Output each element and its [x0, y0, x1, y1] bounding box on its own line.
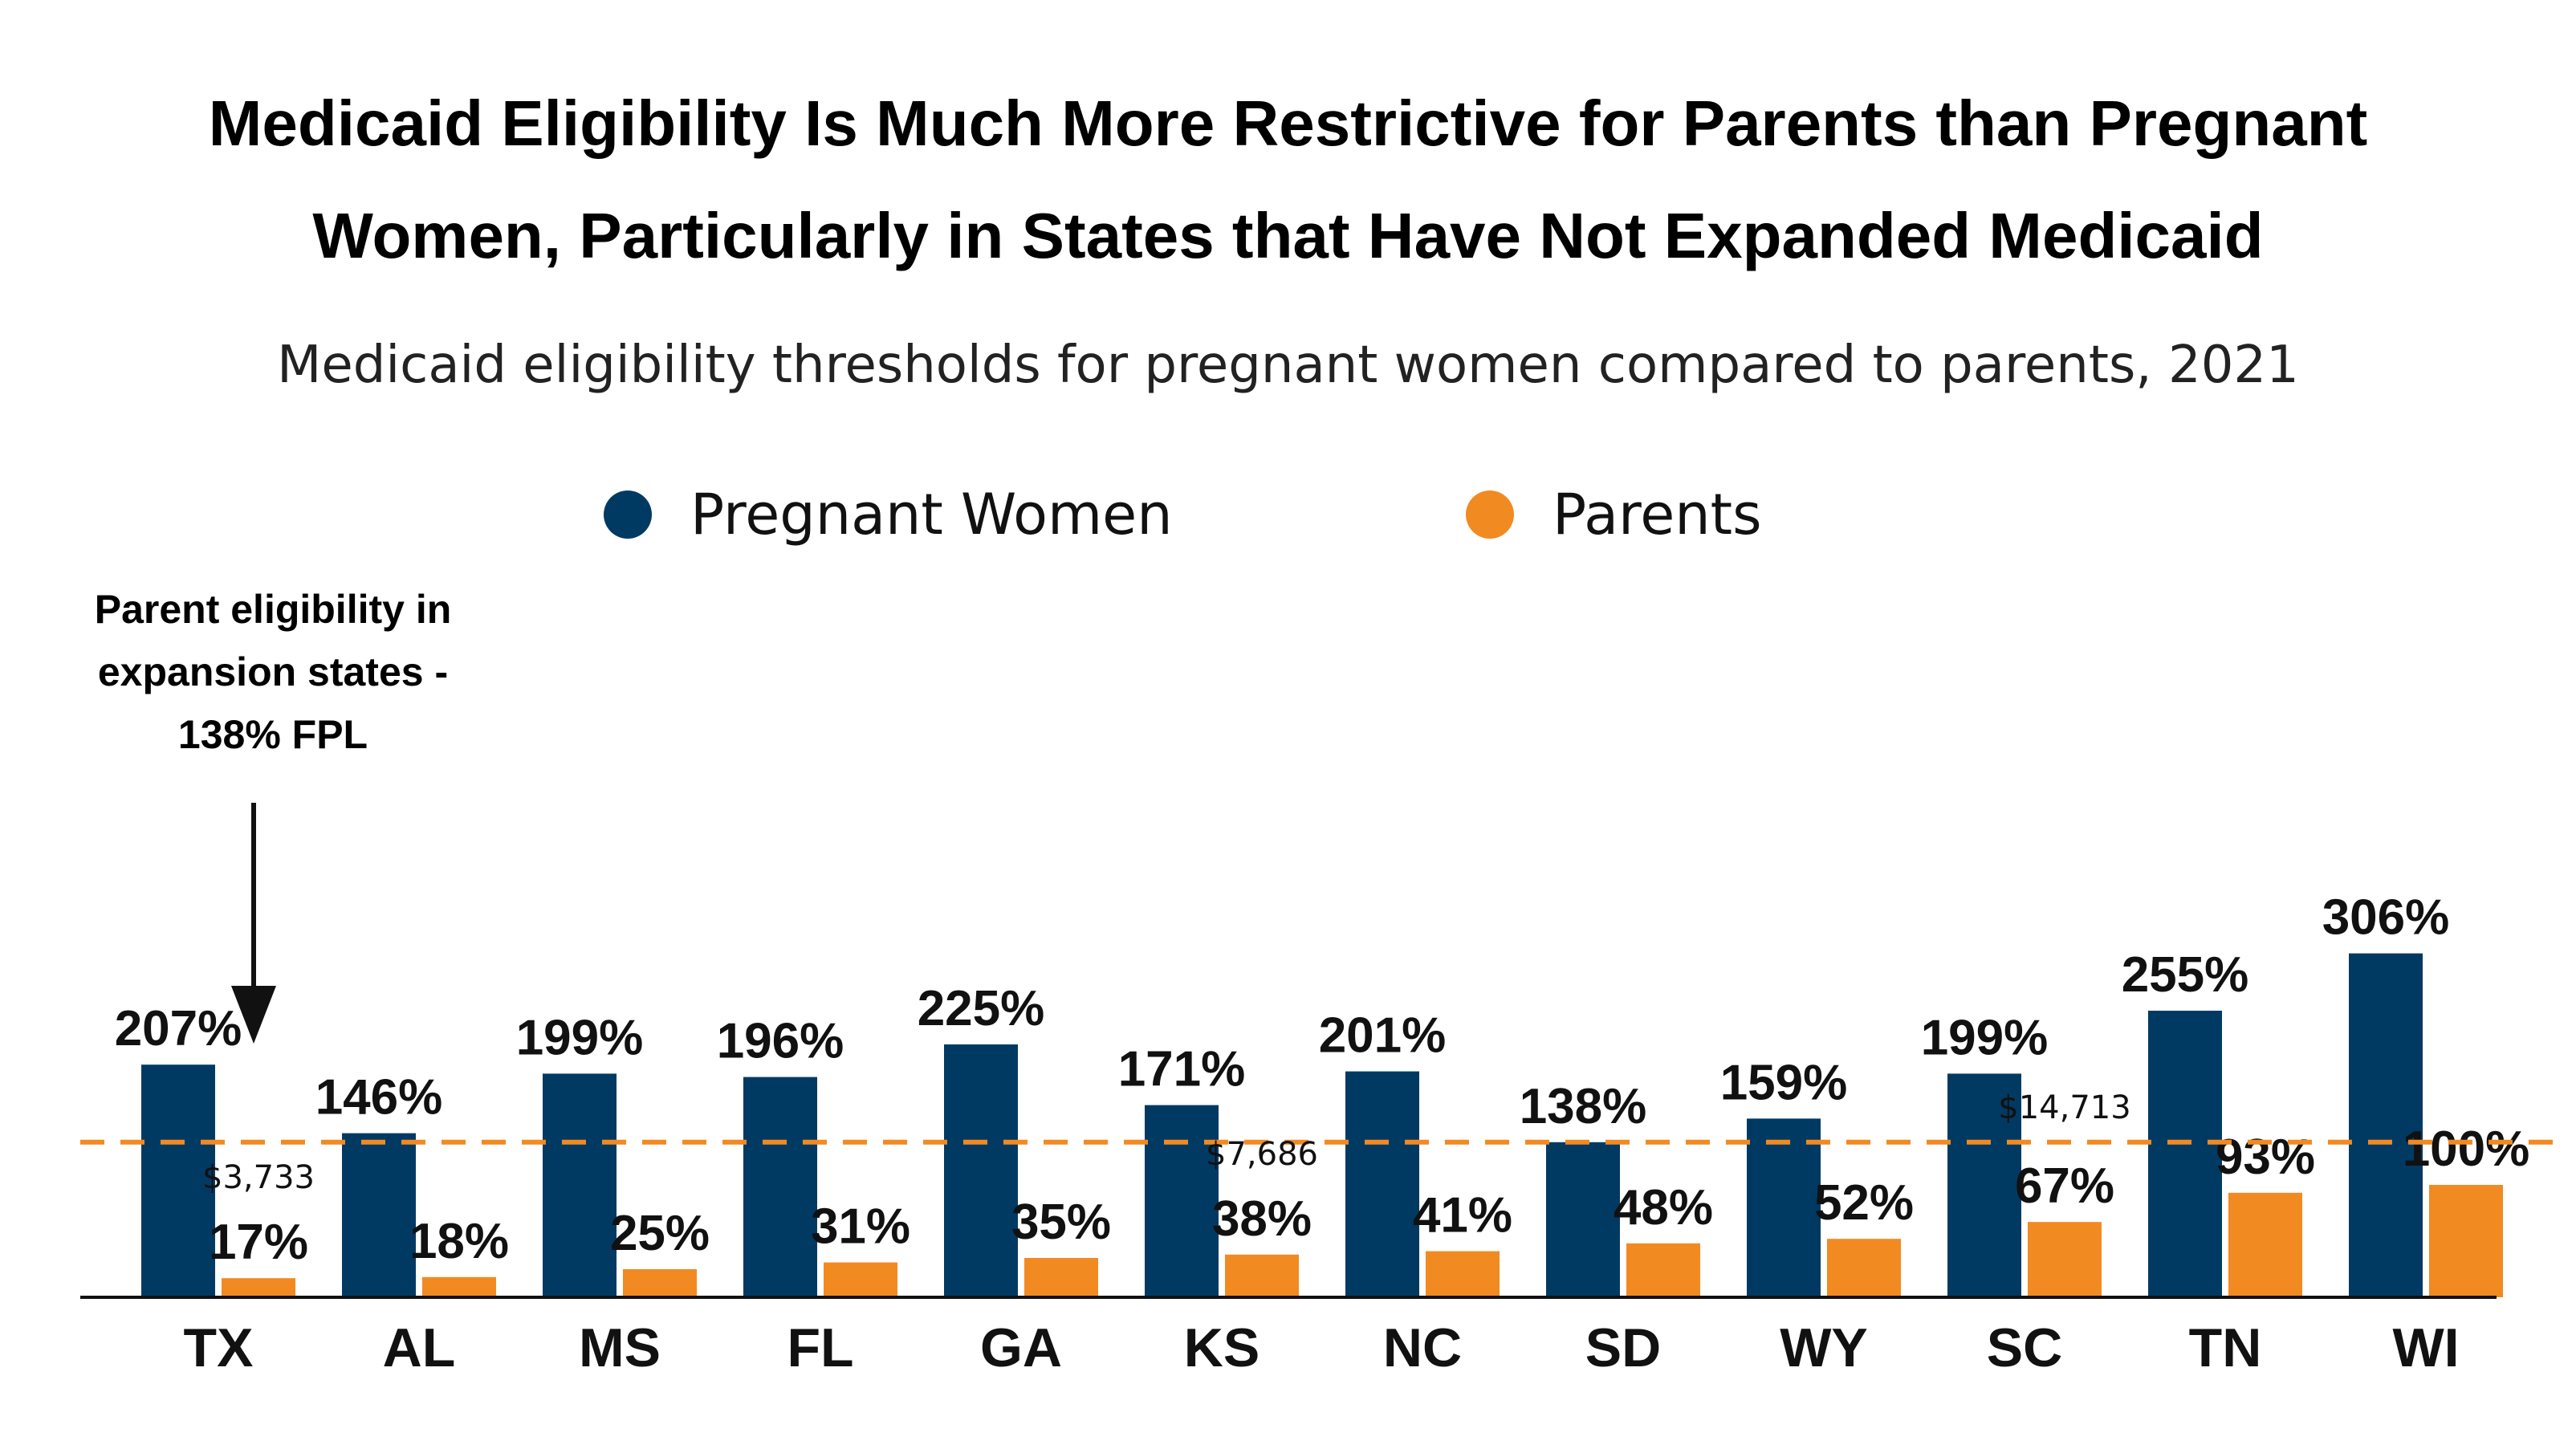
bar-label-pregnant-women-tn: 255%: [2122, 947, 2249, 1003]
x-tick-tn: TN: [2189, 1317, 2262, 1378]
x-tick-ms: MS: [579, 1317, 661, 1378]
x-tick-sc: SC: [1987, 1317, 2062, 1378]
dollar-annotation-ks: $7,686: [1206, 1136, 1318, 1173]
x-tick-wy: WY: [1780, 1317, 1868, 1378]
legend-item-parents: Parents: [1466, 482, 1762, 547]
bar-label-parents-wy: 52%: [1814, 1175, 1914, 1231]
bar-pregnant-women-wy: [1747, 1118, 1821, 1297]
bar-pregnant-women-nc: [1345, 1071, 1419, 1297]
bar-pregnant-women-ms: [543, 1073, 617, 1297]
bar-label-pregnant-women-nc: 201%: [1319, 1008, 1447, 1064]
bar-label-pregnant-women-ga: 225%: [918, 981, 1045, 1036]
chart-title-line-1: Medicaid Eligibility Is Much More Restri…: [208, 88, 2368, 159]
annotation-line-2: expansion states -: [97, 649, 449, 694]
bar-label-pregnant-women-wi: 306%: [2322, 890, 2450, 946]
bar-parents-ks: [1225, 1254, 1299, 1297]
chart-title-line-2: Women, Particularly in States that Have …: [312, 200, 2264, 271]
bar-label-parents-fl: 31%: [811, 1199, 910, 1255]
annotation-line-1: Parent eligibility in: [94, 587, 452, 632]
legend-label-pregnant-women: Pregnant Women: [690, 482, 1173, 547]
annotation-line-3: 138% FPL: [177, 712, 368, 757]
bar-label-pregnant-women-al: 146%: [315, 1070, 443, 1125]
x-tick-tx: TX: [184, 1317, 254, 1378]
bar-pregnant-women-sd: [1546, 1142, 1620, 1297]
bar-label-parents-tn: 93%: [2216, 1130, 2315, 1185]
x-tick-wi: WI: [2392, 1317, 2459, 1378]
bar-parents-fl: [824, 1262, 897, 1297]
chart-subtitle: Medicaid eligibility thresholds for preg…: [277, 336, 2299, 395]
bar-pregnant-women-tx: [141, 1064, 215, 1297]
bar-parents-tn: [2228, 1192, 2302, 1297]
bar-label-parents-nc: 41%: [1413, 1188, 1512, 1244]
expansion-annotation: Parent eligibility in expansion states -…: [48, 578, 498, 766]
bar-label-parents-tx: 17%: [209, 1215, 308, 1270]
x-tick-sd: SD: [1585, 1317, 1661, 1378]
bar-parents-wi: [2429, 1185, 2503, 1297]
bar-label-pregnant-women-sc: 199%: [1921, 1010, 2049, 1065]
bar-pregnant-women-ga: [944, 1044, 1018, 1297]
bar-pregnant-women-sc: [1947, 1073, 2021, 1297]
bar-pregnant-women-fl: [743, 1077, 817, 1297]
bar-label-pregnant-women-wy: 159%: [1720, 1055, 1848, 1110]
annotation-arrow-head: [231, 986, 276, 1044]
bar-pregnant-women-al: [342, 1133, 416, 1297]
bar-label-parents-sd: 48%: [1614, 1180, 1713, 1235]
dollar-annotation-sc: $14,713: [1998, 1089, 2130, 1126]
bar-pregnant-women-ks: [1145, 1105, 1219, 1297]
bar-label-pregnant-women-sd: 138%: [1520, 1079, 1647, 1134]
bar-label-parents-sc: 67%: [2015, 1158, 2114, 1214]
legend-label-parents: Parents: [1553, 482, 1762, 547]
bar-parents-al: [422, 1276, 496, 1297]
bar-pregnant-women-tn: [2148, 1011, 2222, 1297]
bar-parents-sc: [2028, 1222, 2102, 1297]
bar-label-parents-ms: 25%: [610, 1206, 710, 1261]
bar-parents-ms: [623, 1269, 697, 1297]
bar-parents-tx: [222, 1278, 295, 1297]
legend-item-pregnant-women: Pregnant Women: [604, 482, 1173, 547]
bar-label-parents-al: 18%: [409, 1214, 509, 1269]
bar-label-parents-ks: 38%: [1212, 1191, 1312, 1247]
x-tick-nc: NC: [1383, 1317, 1462, 1378]
x-tick-al: AL: [383, 1317, 456, 1378]
bar-parents-nc: [1426, 1251, 1500, 1297]
bar-label-pregnant-women-fl: 196%: [717, 1014, 844, 1069]
bar-parents-wy: [1827, 1239, 1901, 1297]
bar-label-parents-ga: 35%: [1011, 1195, 1111, 1250]
bar-label-parents-wi: 100%: [2403, 1121, 2530, 1177]
bar-pregnant-women-wi: [2349, 953, 2423, 1297]
dollar-annotation-tx: $3,733: [202, 1159, 315, 1196]
x-tick-ks: KS: [1184, 1317, 1260, 1378]
bar-label-pregnant-women-ks: 171%: [1118, 1042, 1246, 1097]
bar-label-pregnant-women-ms: 199%: [516, 1010, 644, 1065]
legend-swatch-pregnant-women: [604, 490, 652, 539]
legend-swatch-parents: [1466, 490, 1514, 539]
x-tick-fl: FL: [787, 1317, 853, 1378]
bar-label-pregnant-women-tx: 207%: [115, 1001, 242, 1056]
x-tick-ga: GA: [980, 1317, 1062, 1378]
bar-parents-sd: [1626, 1243, 1700, 1297]
bar-parents-ga: [1024, 1258, 1098, 1297]
